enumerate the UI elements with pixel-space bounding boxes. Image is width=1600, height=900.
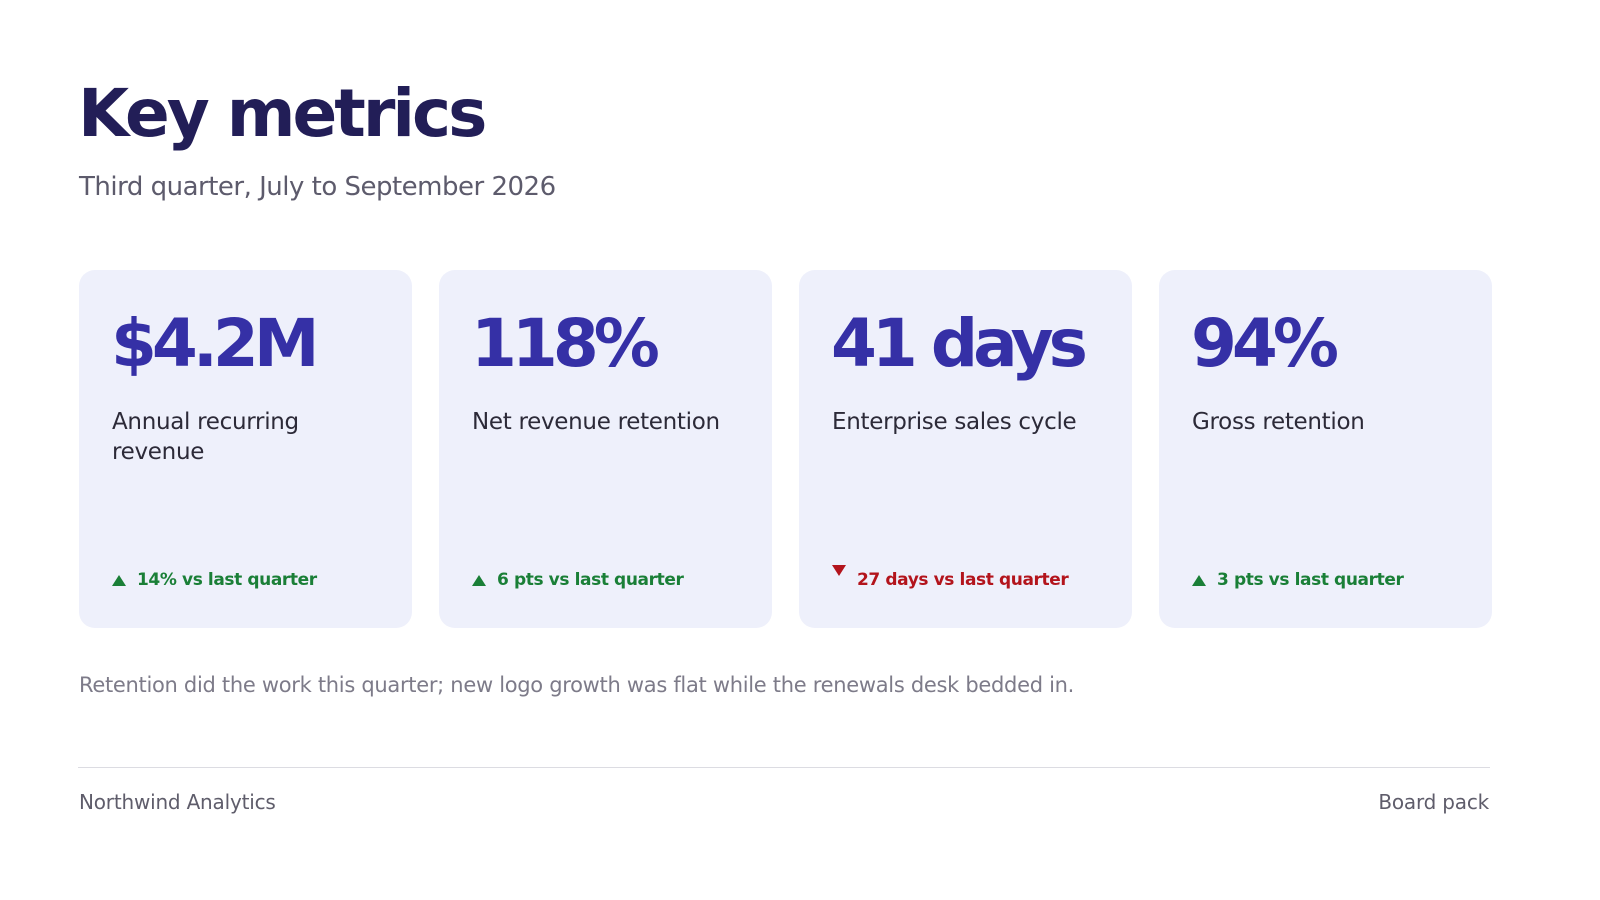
metric-delta: 27 days vs last quarter [832, 564, 1069, 590]
triangle-up-icon [1192, 574, 1206, 586]
page-title: Key metrics [78, 75, 487, 152]
metric-card-arr: $4.2M Annual recurring revenue 14% vs la… [79, 270, 412, 628]
metric-card-sales-cycle: 41 days Enterprise sales cycle 27 days v… [799, 270, 1132, 628]
triangle-up-icon [112, 574, 126, 586]
triangle-up-icon [472, 574, 486, 586]
commentary-note: Retention did the work this quarter; new… [79, 673, 1075, 697]
footer-company: Northwind Analytics [79, 790, 276, 814]
metric-value: $4.2M [111, 305, 320, 382]
metric-delta-text: 14% vs last quarter [137, 570, 317, 590]
footer-document-name: Board pack [1378, 790, 1489, 814]
metric-delta-text: 3 pts vs last quarter [1217, 570, 1404, 590]
metric-card-nrr: 118% Net revenue retention 6 pts vs last… [439, 270, 772, 628]
metric-label: Enterprise sales cycle [832, 409, 1077, 435]
metric-delta-text: 27 days vs last quarter [857, 570, 1069, 590]
triangle-down-icon [832, 564, 846, 576]
metric-label: Net revenue retention [472, 409, 720, 435]
metric-value: 94% [1191, 305, 1339, 382]
page-subtitle: Third quarter, July to September 2026 [79, 172, 556, 202]
metric-value: 118% [471, 305, 660, 382]
metric-label: Gross retention [1192, 409, 1365, 435]
metric-cards: $4.2M Annual recurring revenue 14% vs la… [79, 270, 1492, 628]
metric-delta: 3 pts vs last quarter [1192, 570, 1404, 590]
metric-value: 41 days [831, 305, 1088, 382]
footer-divider [78, 767, 1490, 768]
metric-delta-text: 6 pts vs last quarter [497, 570, 684, 590]
metric-delta: 6 pts vs last quarter [472, 570, 684, 590]
metric-card-gross-retention: 94% Gross retention 3 pts vs last quarte… [1159, 270, 1492, 628]
metric-label: Annual recurring revenue [112, 409, 299, 465]
metric-delta: 14% vs last quarter [112, 570, 317, 590]
